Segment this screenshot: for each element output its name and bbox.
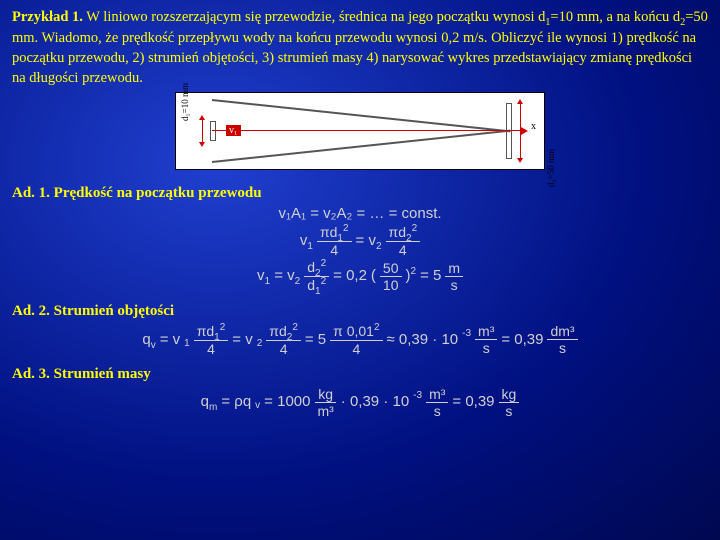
- d1-label: d₁=10 mm: [180, 83, 190, 121]
- eq-v1-calc: v1 = v2 d22d12 = 0,2 (5010)2 = 5 ms: [12, 260, 708, 293]
- equations-ad2: qv = v1 πd124 = v2 πd224 = 5 π 0,0124 ≈ …: [12, 324, 708, 356]
- section-ad2: Ad. 2. Strumień objętości: [12, 303, 708, 320]
- x-axis-label: x: [531, 121, 536, 132]
- d2-label: d₂=50 mm: [546, 149, 556, 187]
- eq-qm: qm = ρqv = 1000 kgm³ · 0,39 · 10-3 m³s =…: [12, 387, 708, 418]
- pipe-diagram: v₁ d₁=10 mm d₂=50 mm x: [175, 92, 545, 170]
- eq-qv: qv = v1 πd124 = v2 πd224 = 5 π 0,0124 ≈ …: [12, 324, 708, 356]
- diagram-container: v₁ d₁=10 mm d₂=50 mm x: [12, 92, 708, 175]
- example-number: Przykład 1.: [12, 9, 83, 25]
- flow-axis-arrow: [212, 130, 522, 131]
- equations-ad3: qm = ρqv = 1000 kgm³ · 0,39 · 10-3 m³s =…: [12, 387, 708, 418]
- section-ad1: Ad. 1. Prędkość na początku przewodu: [12, 185, 708, 202]
- problem-statement: Przykład 1. W liniowo rozszerzającym się…: [12, 8, 708, 88]
- eq-v1-formula: v1 πd124 = v2 πd224: [12, 225, 708, 257]
- eq-continuity: v₁A₁ = v₂A₂ = … = const.: [12, 206, 708, 222]
- v1-label: v₁: [226, 125, 241, 136]
- equations-ad1: v₁A₁ = v₂A₂ = … = const. v1 πd124 = v2 π…: [12, 206, 708, 293]
- section-ad3: Ad. 3. Strumień masy: [12, 366, 708, 383]
